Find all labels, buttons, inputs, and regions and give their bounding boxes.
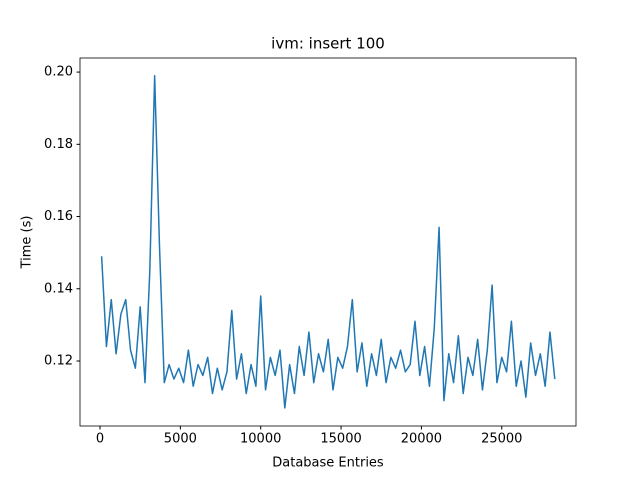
x-axis-label: Database Entries <box>272 456 384 471</box>
y-tick-label: 0.20 <box>44 65 73 80</box>
y-axis-label: Time (s) <box>20 216 35 270</box>
x-tick-label: 10000 <box>240 432 281 447</box>
x-tick-label: 20000 <box>401 432 442 447</box>
y-tick-label: 0.12 <box>44 353 73 368</box>
chart-title: ivm: insert 100 <box>271 35 385 53</box>
y-tick-label: 0.14 <box>44 281 73 296</box>
y-tick-label: 0.18 <box>44 137 73 152</box>
plot-frame <box>79 57 577 427</box>
x-tick-label: 5000 <box>164 432 197 447</box>
x-tick-label: 15000 <box>320 432 361 447</box>
y-tick-label: 0.16 <box>44 209 73 224</box>
data-line <box>100 74 556 409</box>
x-tick-label: 0 <box>96 432 104 447</box>
x-tick-label: 25000 <box>481 432 522 447</box>
